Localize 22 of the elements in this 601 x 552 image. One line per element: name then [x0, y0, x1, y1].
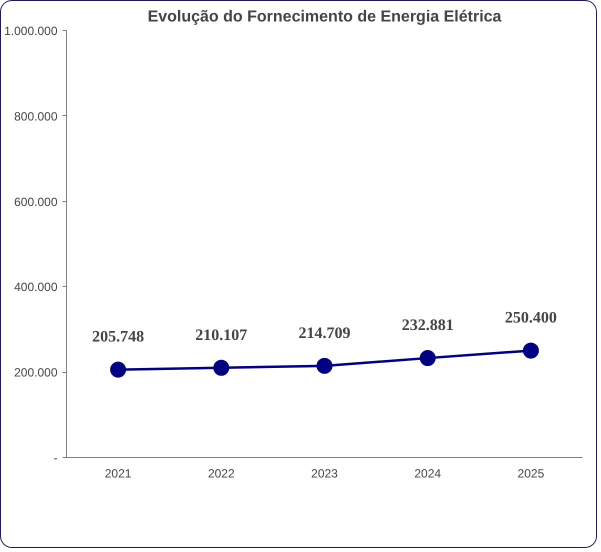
text: 214.709: [298, 324, 350, 342]
y-tick-label: 200.000: [14, 366, 58, 380]
y-tick-label: -: [54, 451, 58, 465]
x-tick-label: 2023: [311, 466, 338, 480]
chart-title: Evolução do Fornecimento de Energia Elétrica: [148, 8, 502, 26]
x-tick-label: 2022: [208, 466, 235, 480]
point: [110, 362, 126, 378]
text: 210.107: [195, 326, 248, 344]
text: 250.400: [504, 310, 557, 327]
y-tick-label: 600.000: [14, 194, 58, 209]
point: [316, 358, 332, 374]
y-tick-label: 400.000: [14, 280, 58, 294]
point: [420, 350, 436, 366]
text: 232.881: [402, 317, 454, 334]
x-tick-label: 2025: [518, 466, 545, 480]
x-tick-label: 2021: [104, 466, 132, 480]
y-tick-label: 800.000: [14, 109, 58, 124]
y-tick-label: 1.000.000: [4, 24, 58, 38]
point: [522, 342, 539, 359]
point: [213, 360, 230, 376]
x-tick-label: 2024: [414, 466, 442, 480]
text: 205.748: [92, 328, 144, 346]
